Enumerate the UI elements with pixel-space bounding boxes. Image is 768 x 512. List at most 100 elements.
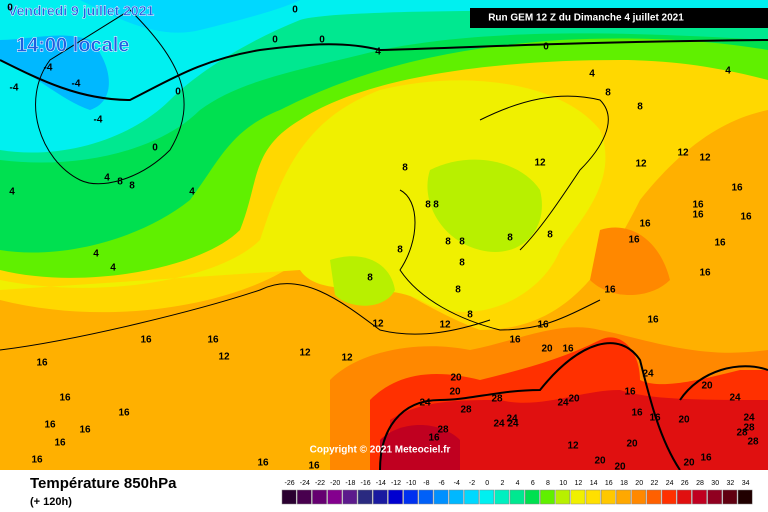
contour-label: 16 — [700, 453, 712, 464]
legend-label: -6 — [438, 480, 444, 487]
contour-label: 8 — [507, 233, 513, 244]
legend-label: -18 — [345, 480, 355, 487]
contour-label: 4 — [9, 187, 15, 198]
contour-label: 28 — [747, 437, 759, 448]
contour-label: 20 — [683, 458, 695, 469]
contour-label: 24 — [557, 398, 569, 409]
valid-time: 14:00 locale — [16, 34, 129, 56]
contour-label: 0 — [272, 35, 278, 46]
legend-label: -12 — [391, 480, 401, 487]
legend-label: 8 — [546, 480, 550, 487]
contour-label: 16 — [257, 458, 269, 469]
contour-label: 4 — [725, 66, 731, 77]
legend-label: -10 — [406, 480, 416, 487]
legend-label: 32 — [727, 480, 735, 487]
legend-swatch — [388, 489, 403, 505]
contour-label: -4 — [94, 115, 103, 126]
contour-label: 20 — [614, 462, 626, 473]
legend-swatch — [600, 489, 616, 505]
legend-swatch — [524, 489, 540, 505]
contour-label: 16 — [692, 210, 704, 221]
legend-swatch — [737, 489, 753, 505]
contour-label: 12 — [218, 352, 230, 363]
contour-label: 0 — [152, 143, 158, 154]
legend-swatch — [433, 489, 449, 505]
contour-label: 4 — [375, 47, 381, 58]
legend-swatch — [296, 489, 312, 505]
contour-label: 16 — [639, 219, 651, 230]
legend-label: 14 — [590, 480, 598, 487]
contour-label: 0 — [543, 42, 549, 53]
temperature-field — [0, 0, 768, 470]
legend-swatch — [357, 489, 373, 505]
copyright: Copyright © 2021 Meteociel.fr — [310, 445, 451, 456]
legend-swatch — [464, 489, 479, 505]
run-box — [470, 8, 768, 28]
contour-label: 12 — [677, 148, 689, 159]
contour-label: 20 — [678, 415, 690, 426]
legend-swatch — [616, 489, 631, 505]
legend-swatch — [707, 489, 723, 505]
contour-label: 16 — [44, 420, 56, 431]
contour-label: 20 — [594, 456, 606, 467]
legend-swatch — [312, 489, 327, 505]
contour-label: 16 — [628, 235, 640, 246]
contour-label: 20 — [701, 381, 713, 392]
contour-label: 8 — [129, 181, 135, 192]
contour-label: 0 — [7, 3, 13, 14]
legend-label: 18 — [620, 480, 628, 487]
contour-label: -4 — [72, 79, 81, 90]
contour-label: 12 — [534, 158, 546, 169]
contour-label: 4 — [110, 263, 116, 274]
legend-swatch — [403, 489, 419, 505]
contour-label: 16 — [509, 335, 521, 346]
contour-label: 12 — [635, 159, 647, 170]
contour-label: 8 — [117, 177, 123, 188]
legend-label: -8 — [423, 480, 429, 487]
legend-swatch — [540, 489, 555, 505]
legend-label: -2 — [469, 480, 475, 487]
contour-label: 12 — [299, 348, 311, 359]
legend-label: 34 — [742, 480, 750, 487]
contour-label: 8 — [547, 230, 553, 241]
legend-label: 2 — [500, 480, 504, 487]
legend-swatch — [372, 489, 388, 505]
contour-label: 12 — [341, 353, 353, 364]
contour-label: 24 — [729, 393, 741, 404]
contour-label: 0 — [175, 87, 181, 98]
legend-label: 12 — [575, 480, 583, 487]
contour-label: 16 — [428, 433, 440, 444]
contour-label: 28 — [491, 394, 503, 405]
legend-swatch — [342, 489, 358, 505]
contour-label: 16 — [537, 320, 549, 331]
contour-label: 16 — [562, 344, 574, 355]
legend-label: 16 — [605, 480, 613, 487]
contour-label: 8 — [402, 163, 408, 174]
legend-label: 30 — [711, 480, 719, 487]
contour-label: 16 — [647, 315, 659, 326]
contour-label: 20 — [450, 373, 462, 384]
contour-label: 16 — [31, 455, 43, 466]
contour-label: 16 — [118, 408, 130, 419]
legend-swatch — [692, 489, 707, 505]
contour-label: 12 — [439, 320, 451, 331]
contour-label: 8 — [459, 258, 465, 269]
legend-label: 0 — [485, 480, 489, 487]
contour-label: 8 — [425, 200, 431, 211]
contour-label: 16 — [36, 358, 48, 369]
legend-label: 24 — [666, 480, 674, 487]
contour-label: -4 — [10, 83, 19, 94]
contour-label: 24 — [743, 413, 755, 424]
legend-label: 6 — [531, 480, 535, 487]
contour-label: 20 — [541, 344, 553, 355]
contour-label: 16 — [624, 387, 636, 398]
contour-label: 16 — [79, 425, 91, 436]
legend-label: 28 — [696, 480, 704, 487]
legend-swatch — [509, 489, 525, 505]
contour-label: 12 — [372, 319, 384, 330]
legend-swatch — [418, 489, 434, 505]
legend-label: 22 — [651, 480, 659, 487]
contour-label: 8 — [367, 273, 373, 284]
legend-swatch — [631, 489, 647, 505]
legend-swatch — [448, 489, 464, 505]
